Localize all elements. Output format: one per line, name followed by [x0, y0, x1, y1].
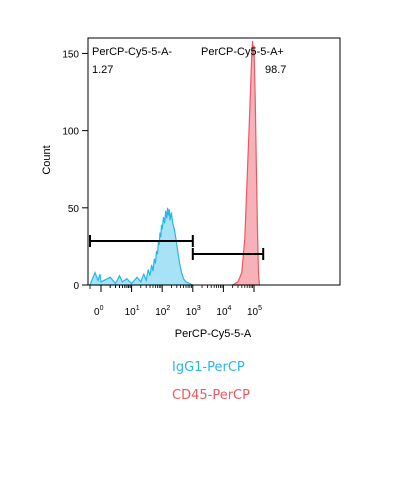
gate-pos-name: PerCP-Cy5-5-A+: [201, 46, 284, 58]
x-tick-label-3: 103: [186, 305, 201, 318]
legend-cd45: CD45-PerCP: [172, 388, 250, 403]
plot-frame: [87, 37, 341, 286]
x-axis-label: PerCP-Cy5-5-A: [175, 328, 252, 340]
series-2-histogram: [230, 41, 261, 286]
x-tick-label-2: 102: [155, 305, 170, 318]
series-1-histogram: [89, 207, 194, 286]
y-tick-label-1: 50: [68, 204, 80, 215]
x-tick-label-4: 104: [216, 305, 231, 318]
y-tick-label-2: 100: [62, 127, 79, 138]
x-tick-label-1: 101: [125, 305, 140, 318]
legend-igg1: IgG1-PerCP: [172, 360, 245, 375]
gate-annotations: PerCP-Cy5-5-A- 1.27 PerCP-Cy5-5-A+ 98.7: [92, 46, 286, 76]
gate-pos-percent: 98.7: [265, 64, 286, 76]
x-tick-label-5: 105: [247, 305, 262, 318]
gate-neg-name: PerCP-Cy5-5-A-: [92, 46, 172, 58]
y-tick-label-3: 150: [62, 49, 79, 60]
y-axis-label: Count: [41, 145, 53, 174]
plot-area: 0 50 100 150 00 101 102 103 104 105: [62, 37, 341, 318]
y-tick-label-0: 0: [73, 281, 79, 292]
gate-neg-percent: 1.27: [92, 64, 113, 76]
x-tick-label-0: 00: [94, 305, 104, 318]
